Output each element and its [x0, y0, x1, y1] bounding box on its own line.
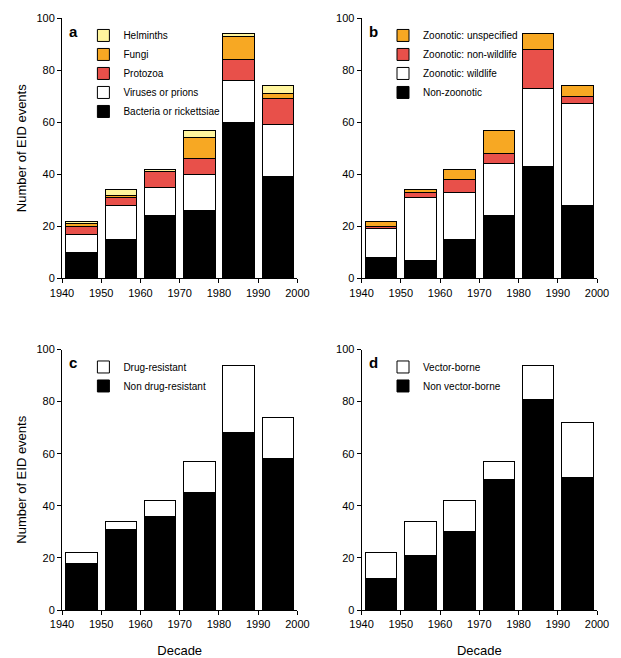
- svg-text:Bacteria or rickettsiae: Bacteria or rickettsiae: [123, 106, 220, 117]
- svg-text:40: 40: [342, 168, 354, 180]
- svg-text:1970: 1970: [467, 618, 491, 630]
- svg-text:Decade: Decade: [157, 643, 202, 658]
- svg-text:1950: 1950: [389, 287, 413, 299]
- svg-text:Fungi: Fungi: [123, 49, 148, 60]
- svg-text:Non drug-resistant: Non drug-resistant: [123, 381, 205, 392]
- svg-text:100: 100: [336, 12, 354, 24]
- svg-text:1980: 1980: [506, 287, 530, 299]
- svg-text:1980: 1980: [506, 618, 530, 630]
- svg-text:Helminths: Helminths: [123, 30, 167, 41]
- svg-text:1970: 1970: [467, 287, 491, 299]
- svg-text:a: a: [69, 23, 78, 40]
- svg-text:1950: 1950: [89, 287, 113, 299]
- svg-text:2000: 2000: [285, 618, 309, 630]
- svg-text:0: 0: [49, 604, 55, 616]
- svg-text:1990: 1990: [246, 287, 270, 299]
- svg-text:40: 40: [43, 168, 55, 180]
- svg-text:2000: 2000: [585, 618, 609, 630]
- svg-text:Protozoa: Protozoa: [123, 68, 163, 79]
- svg-text:Number of EID events: Number of EID events: [14, 415, 29, 543]
- svg-text:1950: 1950: [389, 618, 413, 630]
- svg-text:60: 60: [342, 116, 354, 128]
- svg-text:1950: 1950: [89, 618, 113, 630]
- svg-text:0: 0: [49, 272, 55, 284]
- svg-text:1970: 1970: [167, 618, 191, 630]
- svg-text:Non vector-borne: Non vector-borne: [423, 381, 501, 392]
- svg-text:1960: 1960: [128, 618, 152, 630]
- svg-text:80: 80: [342, 395, 354, 407]
- svg-text:0: 0: [348, 272, 354, 284]
- svg-text:80: 80: [43, 395, 55, 407]
- svg-text:2000: 2000: [285, 287, 309, 299]
- svg-text:Zoonotic: wildlife: Zoonotic: wildlife: [423, 68, 497, 79]
- svg-text:Zoonotic: unspecified: Zoonotic: unspecified: [423, 30, 518, 41]
- svg-text:20: 20: [43, 220, 55, 232]
- svg-text:1940: 1940: [349, 287, 373, 299]
- svg-text:1960: 1960: [428, 287, 452, 299]
- svg-text:1990: 1990: [546, 618, 570, 630]
- svg-text:60: 60: [43, 448, 55, 460]
- svg-text:80: 80: [43, 64, 55, 76]
- svg-text:100: 100: [36, 12, 54, 24]
- svg-text:60: 60: [342, 448, 354, 460]
- svg-text:40: 40: [43, 500, 55, 512]
- svg-text:1940: 1940: [50, 287, 74, 299]
- svg-text:1940: 1940: [349, 618, 373, 630]
- svg-text:d: d: [369, 354, 378, 371]
- svg-text:0: 0: [348, 604, 354, 616]
- svg-text:Drug-resistant: Drug-resistant: [123, 362, 186, 373]
- svg-text:1990: 1990: [546, 287, 570, 299]
- svg-text:Decade: Decade: [457, 643, 502, 658]
- svg-text:80: 80: [342, 64, 354, 76]
- svg-text:60: 60: [43, 116, 55, 128]
- svg-text:Non-zoonotic: Non-zoonotic: [423, 87, 482, 98]
- svg-text:2000: 2000: [585, 287, 609, 299]
- svg-text:c: c: [69, 354, 77, 371]
- svg-text:b: b: [369, 23, 378, 40]
- svg-text:100: 100: [336, 343, 354, 355]
- svg-text:1940: 1940: [50, 618, 74, 630]
- svg-text:1970: 1970: [167, 287, 191, 299]
- svg-text:Zoonotic: non-wildlife: Zoonotic: non-wildlife: [423, 49, 517, 60]
- svg-text:100: 100: [36, 343, 54, 355]
- svg-text:Number of EID events: Number of EID events: [14, 84, 29, 212]
- svg-text:1960: 1960: [128, 287, 152, 299]
- svg-text:20: 20: [342, 552, 354, 564]
- svg-text:Viruses or prions: Viruses or prions: [123, 87, 198, 98]
- svg-text:40: 40: [342, 500, 354, 512]
- svg-text:20: 20: [43, 552, 55, 564]
- svg-text:1960: 1960: [428, 618, 452, 630]
- svg-text:Vector-borne: Vector-borne: [423, 362, 481, 373]
- svg-text:1990: 1990: [246, 618, 270, 630]
- svg-text:20: 20: [342, 220, 354, 232]
- svg-text:1980: 1980: [207, 287, 231, 299]
- svg-text:1980: 1980: [207, 618, 231, 630]
